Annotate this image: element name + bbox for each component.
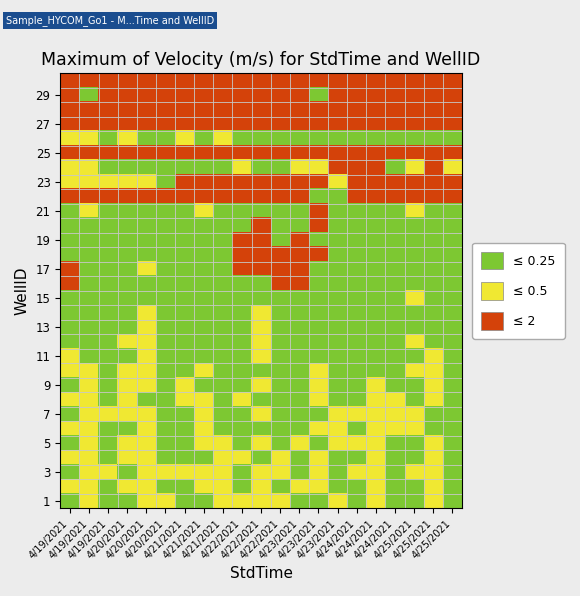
Y-axis label: WellID: WellID <box>15 266 30 315</box>
Text: Sample_HYCOM_Go1 - M...Time and WellID: Sample_HYCOM_Go1 - M...Time and WellID <box>6 15 214 26</box>
Legend: ≤ 0.25, ≤ 0.5, ≤ 2: ≤ 0.25, ≤ 0.5, ≤ 2 <box>472 243 564 339</box>
X-axis label: StdTime: StdTime <box>230 566 292 581</box>
Title: Maximum of Velocity (m/s) for StdTime and WellID: Maximum of Velocity (m/s) for StdTime an… <box>41 51 481 69</box>
